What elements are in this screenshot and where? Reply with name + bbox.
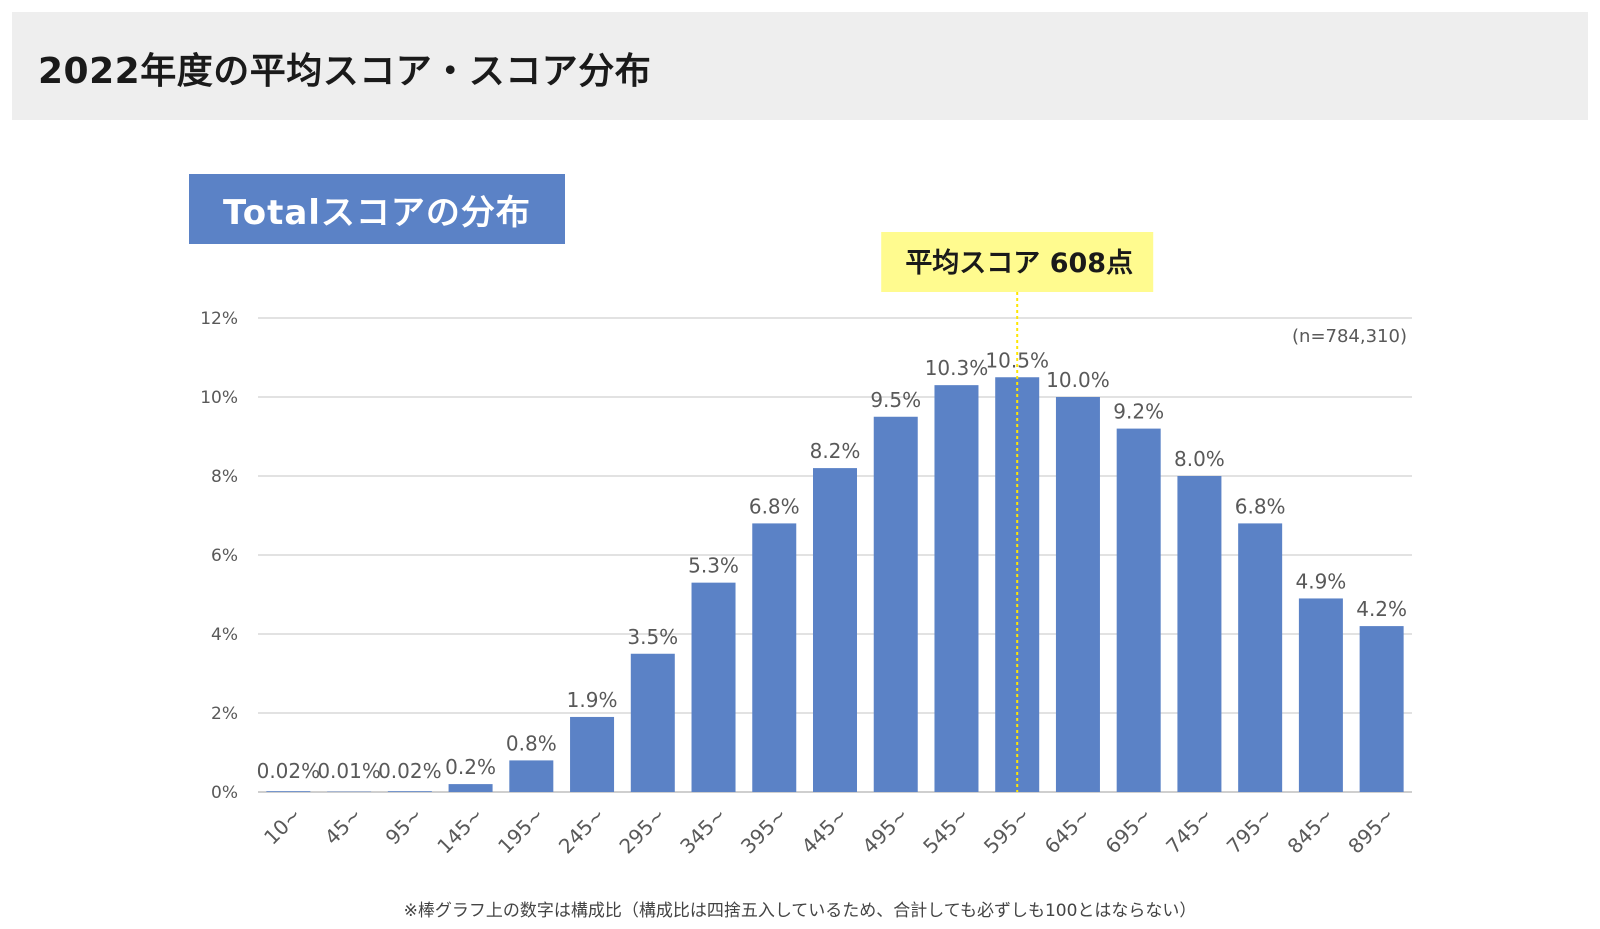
data-label: 3.5% — [627, 625, 678, 649]
bar — [1116, 428, 1161, 792]
y-tick-label: 2% — [211, 704, 238, 724]
bar — [1238, 523, 1283, 792]
data-label: 0.01% — [317, 759, 381, 783]
x-category-label: 695~ — [1100, 803, 1156, 859]
page-title: 2022年度の平均スコア・スコア分布 — [38, 51, 652, 92]
x-category-label: 95~ — [381, 803, 428, 850]
bar — [873, 416, 918, 792]
x-category-label: 10~ — [259, 803, 306, 850]
data-label: 8.2% — [810, 439, 861, 463]
value-labels: 0.02%0.01%0.02% 0.2%0.8%1.9%3.5%5.3%6.8%8… — [257, 348, 1407, 783]
chart-title-badge: Totalスコアの分布 — [189, 174, 565, 244]
data-label: 4.2% — [1356, 597, 1407, 621]
x-category-label: 545~ — [918, 803, 974, 859]
bar — [691, 582, 736, 792]
x-category-label: 245~ — [554, 803, 610, 859]
y-tick-label: 0% — [211, 783, 238, 803]
average-marker: 平均スコア 608点 — [881, 232, 1154, 792]
bar — [630, 653, 675, 792]
data-label: 5.3% — [688, 554, 739, 578]
header-bar: 2022年度の平均スコア・スコア分布 — [12, 12, 1588, 120]
bar — [266, 791, 311, 792]
data-label: 10.3% — [925, 356, 989, 380]
data-label: 0.02% — [257, 759, 321, 783]
sample-size-label: (n=784,310) — [1292, 326, 1407, 347]
bar — [752, 523, 797, 792]
data-label: 10.0% — [1046, 368, 1110, 392]
bar — [1359, 626, 1404, 792]
bar — [934, 385, 979, 792]
x-category-label: 45~ — [320, 803, 367, 850]
y-tick-label: 8% — [211, 467, 238, 487]
bar — [387, 791, 432, 792]
y-tick-label: 10% — [200, 388, 238, 408]
data-label: 1.9% — [567, 688, 618, 712]
x-category-label: 445~ — [797, 803, 853, 859]
bar — [509, 760, 554, 792]
x-category-label: 595~ — [979, 803, 1035, 859]
footnote: ※棒グラフ上の数字は構成比（構成比は四捨五入しているため、合計しても必ずしも10… — [403, 901, 1197, 921]
y-tick-label: 4% — [211, 625, 238, 645]
x-category-label: 145~ — [432, 803, 488, 859]
data-label: 9.2% — [1113, 400, 1164, 424]
x-category-label: 645~ — [1040, 803, 1096, 859]
x-axis-categories: 10~ 45~ 95~ 145~ 195~ 245~ 295~ 345~ 395~ 445~ 495… — [259, 803, 1399, 859]
y-tick-label: 6% — [211, 546, 238, 566]
data-label: 0.02% — [378, 759, 442, 783]
bar — [1298, 598, 1343, 792]
bars — [266, 377, 1404, 792]
y-tick-label: 12% — [200, 309, 238, 329]
x-category-label: 895~ — [1343, 803, 1399, 859]
x-category-label: 745~ — [1161, 803, 1217, 859]
bar — [1055, 397, 1100, 792]
bar — [995, 377, 1040, 792]
bar — [813, 468, 857, 792]
x-category-label: 845~ — [1283, 803, 1339, 859]
x-category-label: 345~ — [675, 803, 731, 859]
data-label: 9.5% — [870, 388, 921, 412]
x-category-label: 195~ — [493, 803, 549, 859]
x-category-label: 495~ — [857, 803, 913, 859]
data-label: 8.0% — [1174, 447, 1225, 471]
bar — [448, 784, 493, 792]
data-label: 0.8% — [506, 731, 557, 755]
x-category-label: 795~ — [1222, 803, 1278, 859]
x-category-label: 295~ — [615, 803, 671, 859]
average-score-label: 平均スコア 608点 — [905, 248, 1133, 279]
x-category-label: 395~ — [736, 803, 792, 859]
data-label: 4.9% — [1295, 569, 1346, 593]
average-score-box — [881, 232, 1154, 292]
data-label: 6.8% — [749, 494, 800, 518]
data-label: 6.8% — [1235, 494, 1286, 518]
data-label: 0.2% — [445, 755, 496, 779]
y-axis-ticks: 0% 2% 4% 6% 8% 10% 12% — [200, 309, 238, 803]
bar — [1177, 476, 1222, 792]
bar — [570, 716, 615, 792]
